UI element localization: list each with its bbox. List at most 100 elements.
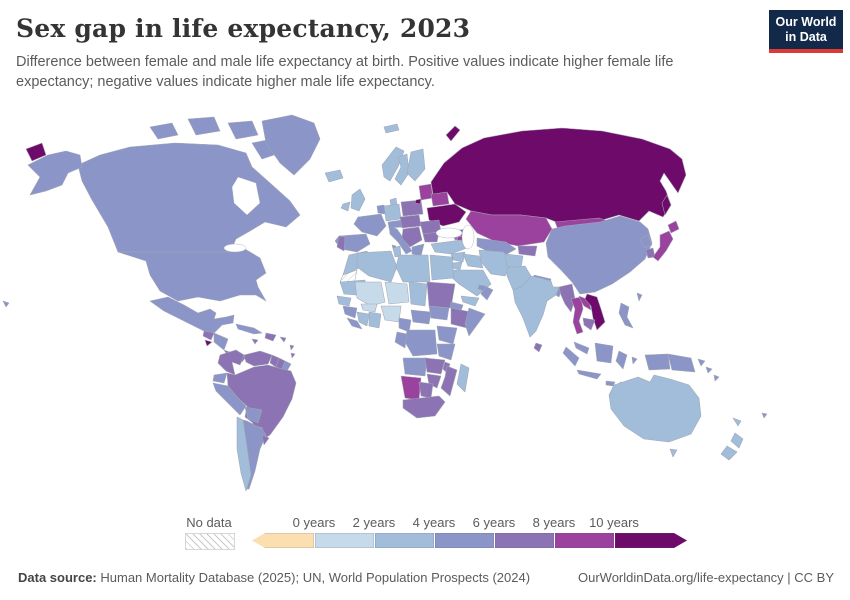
country-ghana-togo-benin[interactable] [368, 311, 382, 329]
country-angola[interactable] [402, 357, 428, 377]
country-canada[interactable] [77, 142, 301, 253]
country-honduras-nicaragua[interactable] [213, 332, 229, 351]
country-russia-kaliningrad[interactable] [414, 198, 422, 205]
country-benelux[interactable] [376, 204, 386, 215]
country-somalia[interactable] [464, 307, 486, 337]
country-jamaica[interactable] [251, 338, 259, 345]
country-new-zealand[interactable] [720, 432, 744, 461]
country-ireland[interactable] [340, 201, 351, 212]
country-chile[interactable] [236, 416, 252, 492]
country-malaysia[interactable] [573, 341, 590, 355]
country-germany[interactable] [383, 203, 402, 222]
country-guinea[interactable] [342, 305, 358, 319]
country-lesser-antilles[interactable] [289, 344, 296, 359]
country-sweden[interactable] [394, 153, 410, 186]
country-poland[interactable] [400, 199, 424, 217]
country-greenland[interactable] [261, 114, 321, 176]
country-namibia[interactable] [400, 375, 422, 401]
country-sierra-leone-liberia[interactable] [346, 317, 363, 330]
country-cote-divoire[interactable] [356, 311, 370, 327]
country-taiwan[interactable] [636, 292, 643, 302]
country-nigeria[interactable] [380, 305, 402, 323]
country-mexico[interactable] [149, 296, 235, 336]
owid-logo[interactable]: Our World in Data [769, 10, 843, 53]
country-libya[interactable] [395, 254, 431, 283]
country-iran[interactable] [478, 249, 512, 277]
country-algeria[interactable] [356, 250, 398, 283]
legend-segment-neg[interactable] [252, 533, 314, 548]
country-cambodia[interactable] [582, 317, 596, 331]
country-kyrgyzstan-tajikistan[interactable] [517, 245, 538, 257]
legend-segment-b2[interactable] [375, 533, 434, 548]
country-puerto-rico[interactable] [279, 336, 287, 343]
country-peru[interactable] [212, 382, 247, 416]
country-philippines[interactable] [618, 302, 634, 329]
country-vietnam[interactable] [584, 293, 606, 331]
country-solomon-islands[interactable] [705, 366, 720, 382]
country-bulgaria[interactable] [422, 231, 440, 243]
country-sri-lanka[interactable] [533, 342, 543, 353]
country-finland[interactable] [406, 148, 426, 182]
country-canada-arctic-1[interactable] [149, 122, 179, 140]
footer-link[interactable]: OurWorldinData.org/life-expectancy | CC … [577, 570, 834, 585]
country-yemen[interactable] [460, 295, 480, 307]
country-madagascar[interactable] [456, 363, 470, 393]
country-russia[interactable] [430, 127, 687, 226]
country-gabon-congo[interactable] [394, 331, 408, 349]
country-norway[interactable] [381, 146, 405, 182]
country-central-african-republic[interactable] [410, 309, 432, 325]
country-niger[interactable] [384, 281, 410, 305]
country-papua-new-guinea[interactable] [667, 353, 706, 373]
country-india[interactable] [512, 275, 560, 338]
country-china[interactable] [545, 215, 653, 295]
country-zambia[interactable] [424, 357, 446, 375]
country-uk[interactable] [350, 188, 366, 212]
country-egypt[interactable] [429, 254, 455, 281]
country-chad[interactable] [408, 281, 428, 307]
legend-segment-b8[interactable] [555, 533, 614, 548]
country-ecuador[interactable] [212, 372, 228, 384]
country-fiji[interactable] [761, 412, 768, 419]
country-usa[interactable] [117, 244, 267, 302]
country-uruguay[interactable] [261, 434, 270, 446]
country-portugal[interactable] [336, 235, 346, 252]
country-australia[interactable] [608, 374, 702, 443]
legend-segment-b6[interactable] [495, 533, 554, 548]
country-cuba[interactable] [235, 323, 263, 335]
country-canada-arctic-2[interactable] [187, 116, 221, 136]
country-usa-alaska[interactable] [27, 150, 83, 196]
country-iceland[interactable] [324, 169, 344, 183]
country-mali[interactable] [354, 281, 386, 307]
country-tanzania[interactable] [436, 343, 456, 361]
country-baltic-states[interactable] [418, 183, 434, 201]
legend-segment-b10[interactable] [615, 533, 687, 548]
country-el-salvador[interactable] [204, 339, 213, 347]
country-guatemala[interactable] [202, 330, 215, 341]
country-jordan[interactable] [451, 261, 463, 271]
country-myanmar[interactable] [558, 283, 576, 313]
country-iraq[interactable] [462, 253, 484, 269]
country-balkans[interactable] [401, 226, 423, 248]
country-france[interactable] [353, 213, 387, 237]
country-colombia[interactable] [217, 349, 245, 376]
country-greece[interactable] [411, 243, 425, 257]
country-russia-novaya-zemlya[interactable] [445, 125, 461, 142]
country-drc[interactable] [404, 329, 438, 357]
country-burkina-faso[interactable] [360, 303, 378, 313]
country-bolivia[interactable] [244, 406, 263, 424]
country-russia-chukotka[interactable] [25, 142, 47, 162]
country-new-caledonia[interactable] [732, 417, 742, 427]
country-usa-hawaii[interactable] [2, 300, 10, 308]
country-afghanistan[interactable] [504, 253, 524, 269]
country-south-sudan[interactable] [428, 305, 450, 321]
country-canada-arctic-3[interactable] [227, 120, 259, 140]
country-kazakhstan[interactable] [465, 210, 553, 247]
country-tasmania[interactable] [669, 448, 678, 458]
country-south-africa[interactable] [402, 395, 446, 419]
country-uae[interactable] [477, 284, 487, 292]
country-venezuela[interactable] [243, 350, 273, 367]
legend-no-data-swatch[interactable] [185, 533, 235, 550]
country-north-korea[interactable] [639, 234, 653, 249]
country-uganda-kenya[interactable] [436, 325, 458, 345]
country-japan[interactable] [652, 220, 680, 262]
